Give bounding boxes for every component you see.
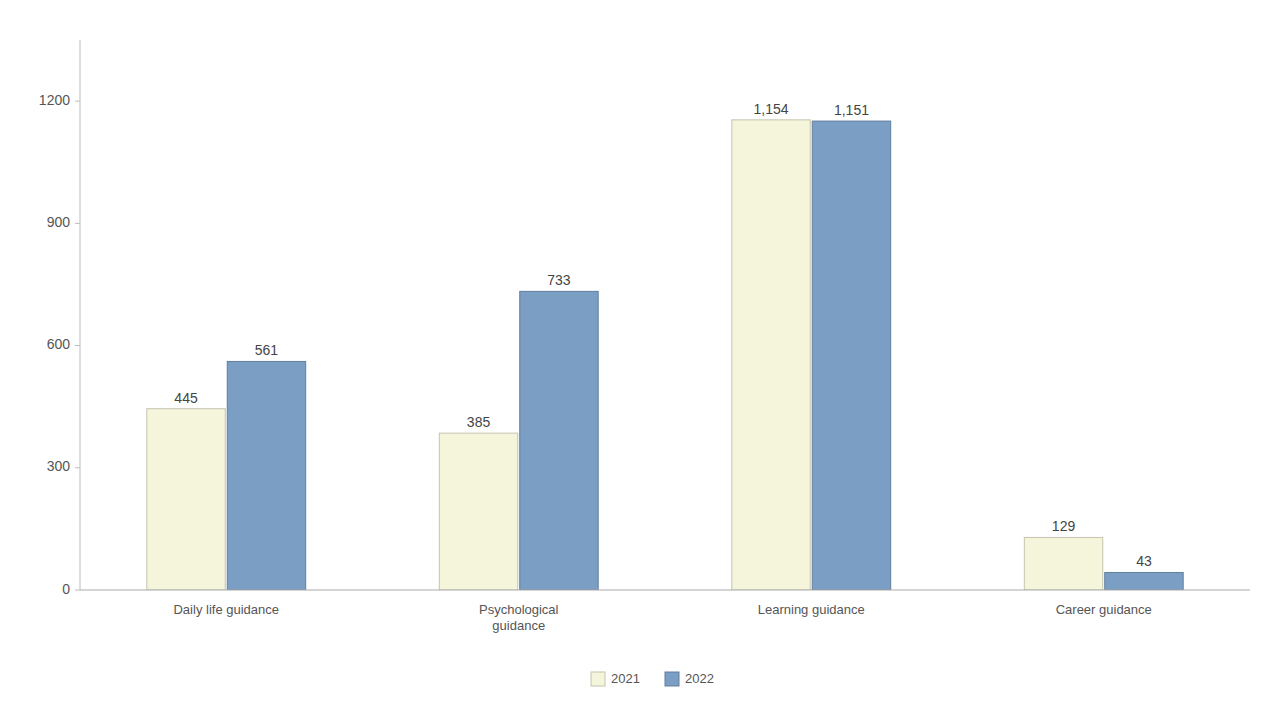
x-tick-label: Learning guidance: [758, 602, 865, 617]
x-axis-line: [80, 590, 1250, 591]
data-label: 1,151: [834, 102, 869, 118]
data-label: 43: [1136, 553, 1152, 569]
bar: [1105, 572, 1183, 590]
y-tick-label: 900: [47, 214, 71, 230]
y-tick: [75, 345, 80, 346]
bar: [439, 433, 517, 590]
chart-svg: 030060090012004453851,1541295617331,1514…: [0, 0, 1280, 720]
x-tick-label: Daily life guidance: [173, 602, 279, 617]
x-tick-label: Career guidance: [1056, 602, 1152, 617]
y-tick-label: 1200: [39, 92, 70, 108]
y-tick-label: 300: [47, 458, 71, 474]
bar: [1024, 537, 1102, 590]
y-tick: [75, 590, 80, 591]
legend-label: 2022: [685, 671, 714, 686]
legend: 2021 2022: [591, 671, 714, 686]
data-label: 129: [1052, 518, 1076, 534]
y-tick: [75, 101, 80, 102]
x-tick-label-line: Learning guidance: [758, 602, 865, 617]
legend-label: 2021: [611, 671, 640, 686]
bar: [732, 120, 810, 590]
data-label: 561: [255, 342, 279, 358]
data-label: 445: [174, 390, 198, 406]
data-labels: 445 385 1,154 129 561 733 1,151 43: [174, 101, 1152, 570]
y-tick-label: 600: [47, 336, 71, 352]
background: [0, 0, 1280, 720]
bars: [147, 120, 1183, 590]
x-tick-label-line: Psychological: [479, 602, 559, 617]
legend-swatch: [665, 672, 679, 686]
y-axis-line: [80, 40, 81, 590]
y-tick: [75, 467, 80, 468]
data-label: 385: [467, 414, 491, 430]
x-tick-label: Psychologicalguidance: [479, 602, 559, 633]
x-tick-label-line: Daily life guidance: [173, 602, 279, 617]
x-tick-label-line: guidance: [492, 618, 545, 633]
x-axis: Daily life guidance Psychologicalguidance…: [80, 590, 1250, 633]
y-tick: [75, 223, 80, 224]
legend-swatch: [591, 672, 605, 686]
y-tick-label: 0: [62, 581, 70, 597]
bar: [227, 361, 305, 590]
chart-container: 030060090012004453851,1541295617331,1514…: [0, 0, 1280, 720]
data-label: 1,154: [754, 101, 789, 117]
bar: [812, 121, 890, 590]
bar: [520, 291, 598, 590]
y-axis: 0 300 600 900 1200: [39, 40, 80, 597]
x-tick-label-line: Career guidance: [1056, 602, 1152, 617]
bar: [147, 409, 225, 590]
data-label: 733: [547, 272, 571, 288]
